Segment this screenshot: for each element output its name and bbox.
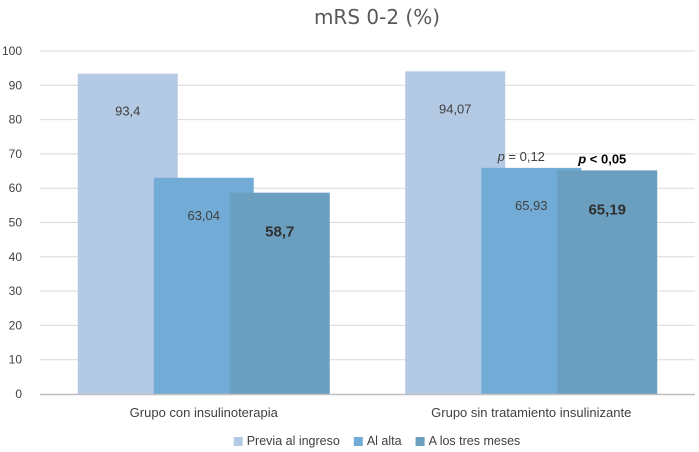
legend-item: A los tres meses <box>415 434 521 448</box>
p-value-annotation: p = 0,12 <box>497 149 545 164</box>
legend-label: Previa al ingreso <box>247 434 340 448</box>
data-label: 63,04 <box>187 208 220 223</box>
y-tick-label: 60 <box>9 181 23 195</box>
y-tick-label: 10 <box>9 353 23 367</box>
y-tick-label: 50 <box>9 216 23 230</box>
y-tick-label: 20 <box>9 318 23 332</box>
legend-swatch <box>415 437 425 446</box>
legend-label: A los tres meses <box>429 434 521 448</box>
bar-tres-meses-0 <box>229 192 330 394</box>
legend-label: Al alta <box>367 434 402 448</box>
data-label: 65,19 <box>588 201 626 218</box>
bar-tres-meses-1 <box>557 170 658 394</box>
p-symbol: p <box>577 151 586 166</box>
category-labels: Grupo con insulinoterapia Grupo sin trata… <box>130 405 632 420</box>
p-value-text: = 0,12 <box>505 149 545 164</box>
p-value-text: < 0,05 <box>586 151 626 166</box>
chart-title: mRS 0-2 (%) <box>314 5 440 29</box>
y-tick-label: 0 <box>15 387 22 401</box>
y-tick-label: 30 <box>9 284 23 298</box>
data-label: 94,07 <box>439 101 472 116</box>
legend-item: Al alta <box>353 434 402 448</box>
y-tick-label: 100 <box>2 44 22 58</box>
data-label: 65,93 <box>515 198 548 213</box>
bars <box>77 71 658 394</box>
data-label: 93,4 <box>115 104 140 119</box>
y-tick-label: 80 <box>9 113 23 127</box>
legend-item: Previa al ingreso <box>233 434 340 448</box>
data-label: 58,7 <box>265 224 294 241</box>
y-tick-label: 70 <box>9 147 23 161</box>
category-label: Grupo sin tratamiento insulinizante <box>431 405 631 420</box>
p-value-annotation: p < 0,05 <box>577 151 626 166</box>
category-label: Grupo con insulinoterapia <box>130 405 279 420</box>
legend-swatch <box>233 437 243 446</box>
y-tick-label: 40 <box>9 250 23 264</box>
y-axis-ticks: 0 10 20 30 40 50 60 70 80 90 100 <box>2 44 22 401</box>
legend: Previa al ingreso Al alta A los tres meses <box>233 434 521 448</box>
y-tick-label: 90 <box>9 78 23 92</box>
p-symbol: p <box>497 149 505 164</box>
legend-swatch <box>353 437 363 446</box>
